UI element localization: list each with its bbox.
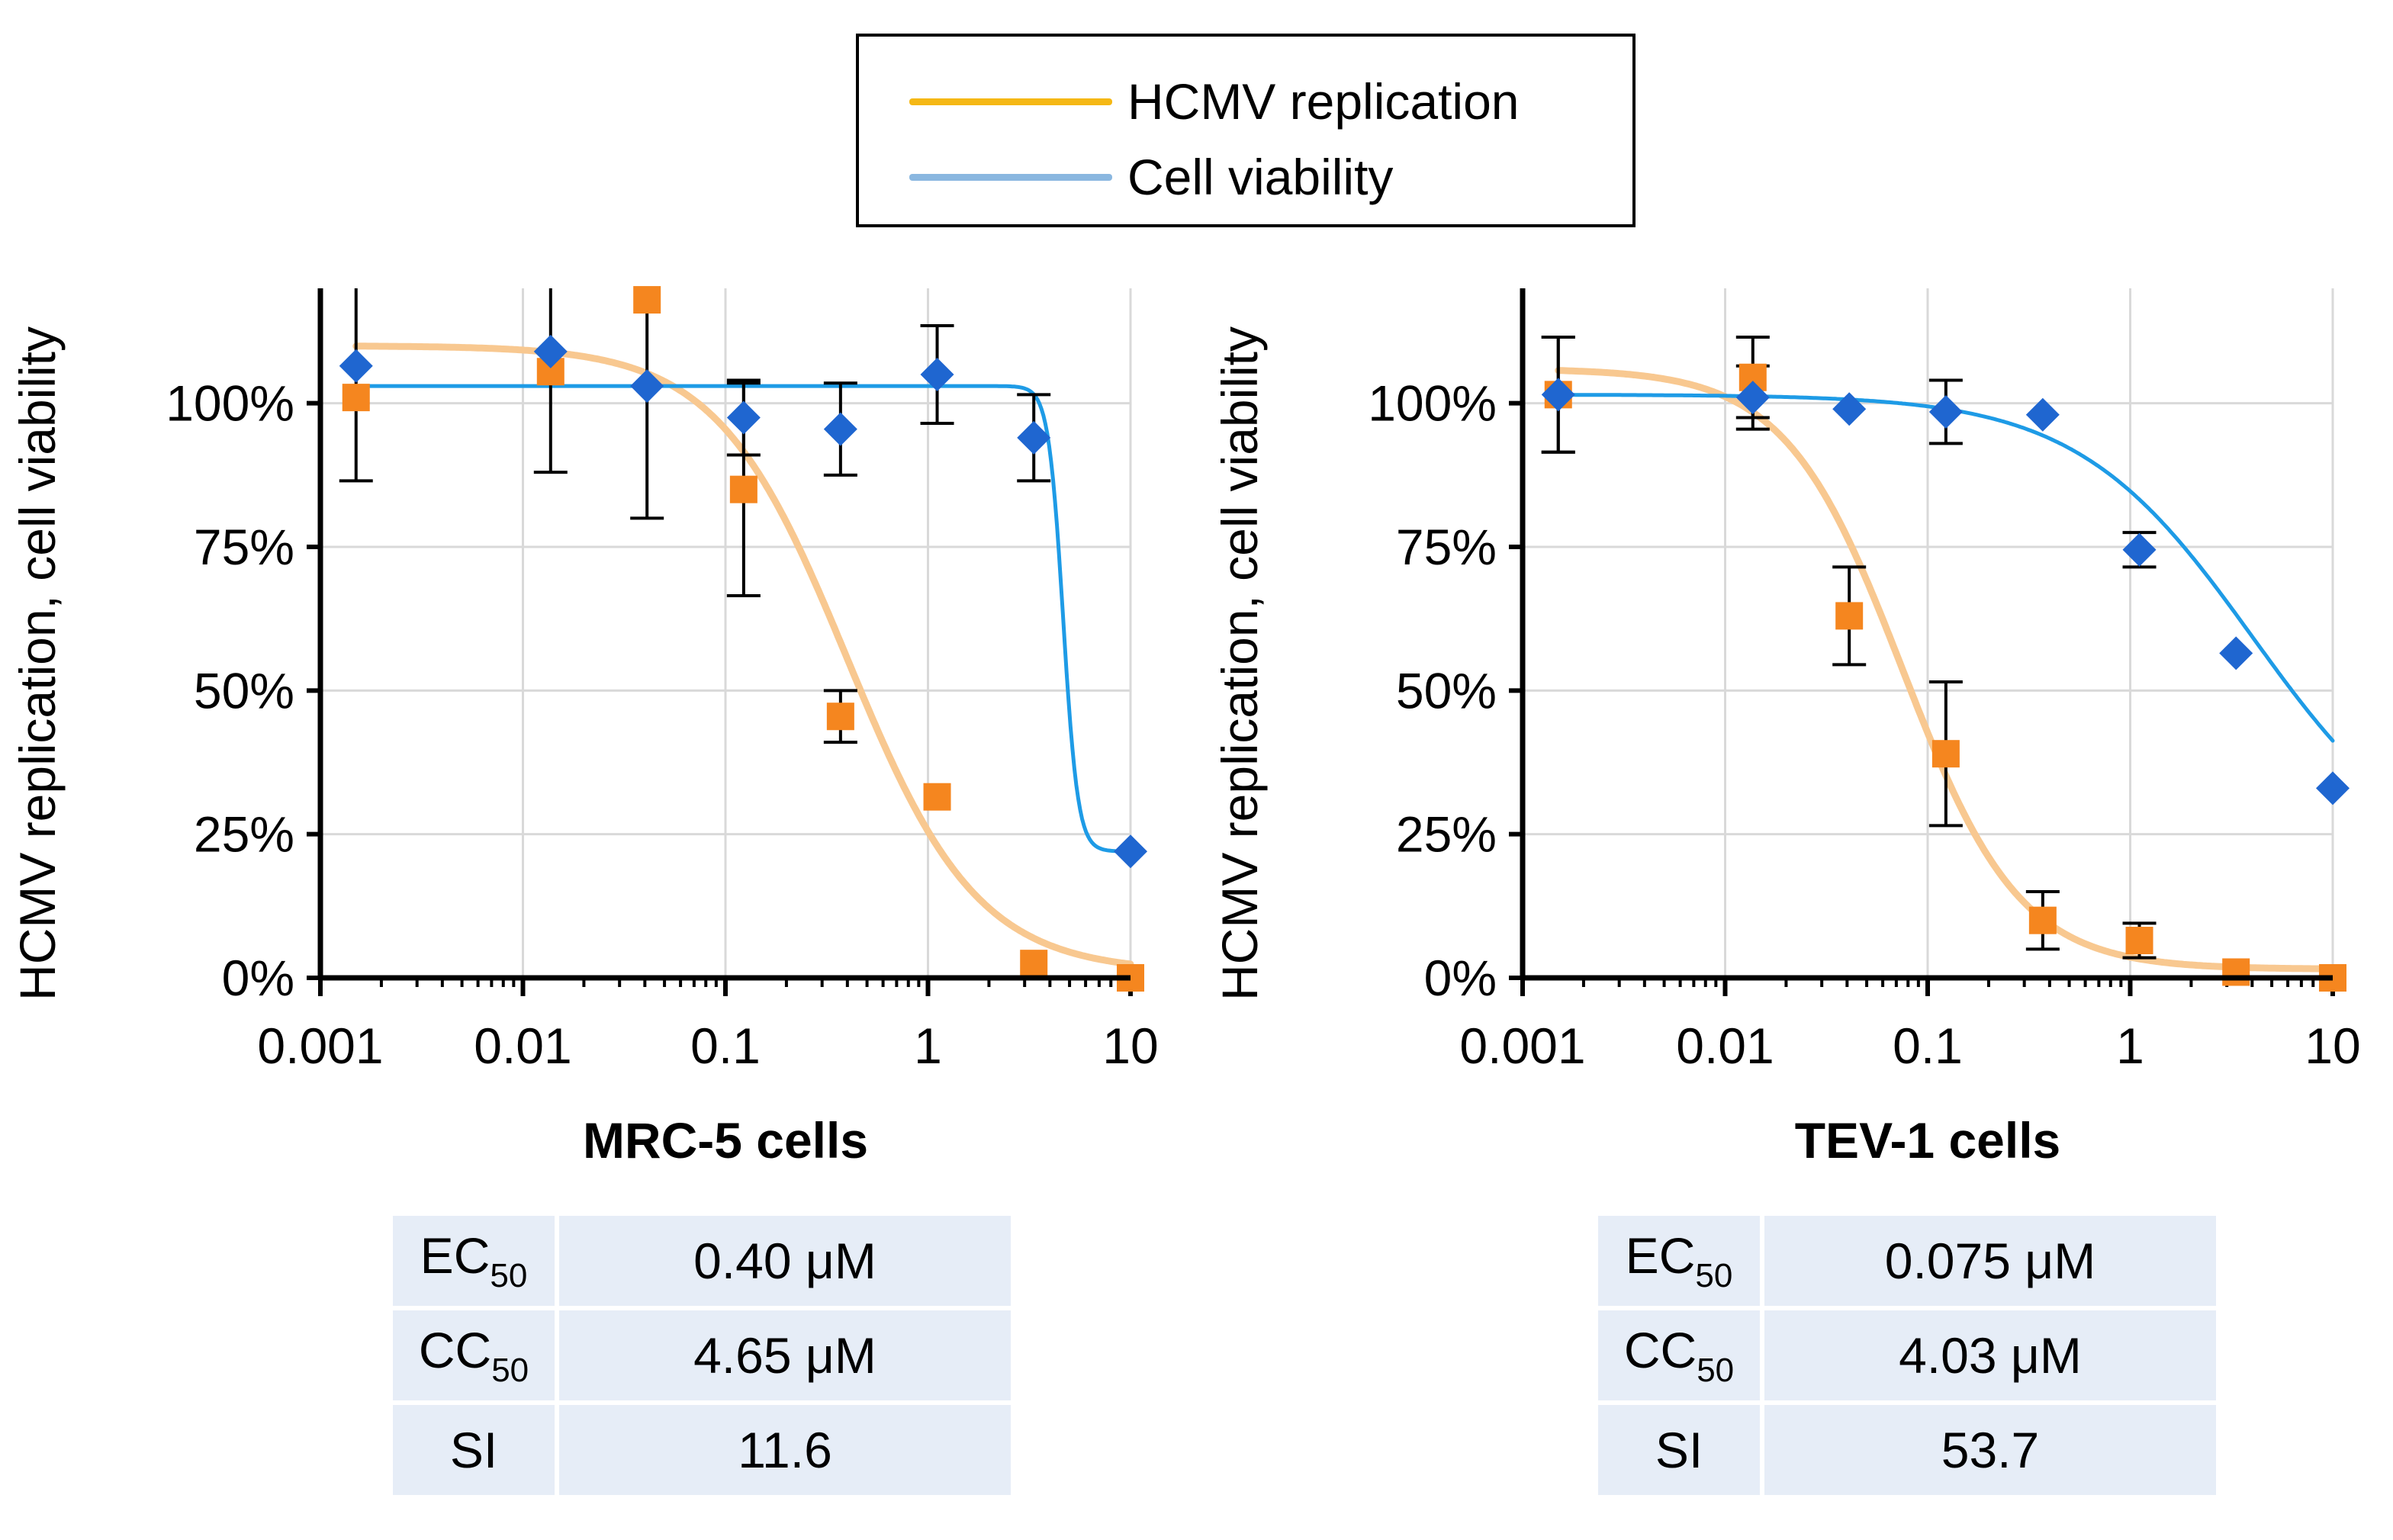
y-tick-label: 25% xyxy=(1396,806,1497,863)
x-axis-label: TEV-1 cells xyxy=(1795,1112,2061,1169)
marker-viability xyxy=(630,369,664,403)
table-row: EC50 0.075 μM xyxy=(1598,1216,2216,1306)
chart-1: 0% 25% 50% 75% 100% 0.001 0.01 0.1 1 10 TEV-1 cell… xyxy=(1211,288,2361,1169)
marker-replication xyxy=(826,702,854,731)
x-tick-label: 0.001 xyxy=(257,1018,383,1074)
table-key-cc50: CC50 xyxy=(1598,1310,1760,1400)
x-tick-label: 10 xyxy=(2305,1018,2360,1074)
marker-viability xyxy=(2122,532,2157,567)
y-tick-label: 25% xyxy=(194,806,294,863)
marker-replication xyxy=(2222,958,2250,986)
fit-curve-replication xyxy=(1555,367,2337,973)
x-tick-label: 0.1 xyxy=(690,1018,761,1074)
x-tick-label: 0.001 xyxy=(1459,1018,1585,1074)
marker-viability xyxy=(1928,394,1963,429)
legend-label-viability: Cell viability xyxy=(1127,149,1394,205)
y-axis-label: HCMV replication, cell viability xyxy=(1211,326,1268,1001)
y-tick-label: 0% xyxy=(1424,950,1497,1006)
table-key-ec50: EC50 xyxy=(1598,1216,1760,1306)
marker-replication xyxy=(1931,740,1960,768)
marker-viability xyxy=(823,412,857,446)
x-axis-label: MRC-5 cells xyxy=(583,1112,868,1169)
y-tick-label: 50% xyxy=(194,662,294,719)
table-row: SI 53.7 xyxy=(1598,1405,2216,1495)
summary-table-mrc5: EC50 0.40 μM CC50 4.65 μM SI 11.6 xyxy=(388,1211,1015,1500)
y-axis-label: HCMV replication, cell viability xyxy=(9,326,66,1001)
table-key-ec50: EC50 xyxy=(393,1216,555,1306)
marker-viability xyxy=(1832,392,1867,426)
table-row: SI 11.6 xyxy=(393,1405,1011,1495)
table-value-si: 11.6 xyxy=(559,1405,1011,1495)
marker-viability xyxy=(2219,636,2253,670)
y-tick-label: 0% xyxy=(222,950,294,1006)
marker-viability xyxy=(2316,771,2350,805)
table-key-cc50: CC50 xyxy=(393,1310,555,1400)
table-row: CC50 4.65 μM xyxy=(393,1310,1011,1400)
marker-replication xyxy=(342,384,370,412)
x-tick-label: 0.1 xyxy=(1893,1018,1963,1074)
table-value-cc50: 4.03 μM xyxy=(1764,1310,2216,1400)
y-tick-label: 75% xyxy=(1396,519,1497,575)
marker-replication xyxy=(2125,927,2153,955)
chart-0: 0% 25% 50% 75% 100% 0.001 0.01 0.1 1 10 MRC-5 cell… xyxy=(9,286,1159,1169)
table-row: CC50 4.03 μM xyxy=(1598,1310,2216,1400)
y-tick-label: 100% xyxy=(166,375,294,432)
legend-label-replication: HCMV replication xyxy=(1127,73,1520,130)
marker-viability xyxy=(1541,378,1575,412)
table-value-ec50: 0.075 μM xyxy=(1764,1216,2216,1306)
summary-table-tev1: EC50 0.075 μM CC50 4.03 μM SI 53.7 xyxy=(1594,1211,2221,1500)
marker-replication xyxy=(2028,906,2057,934)
x-tick-label: 0.01 xyxy=(474,1018,571,1074)
marker-viability xyxy=(1735,381,1770,415)
y-tick-label: 75% xyxy=(194,519,294,575)
marker-replication xyxy=(923,783,951,811)
table-value-si: 53.7 xyxy=(1764,1405,2216,1495)
marker-viability xyxy=(1017,420,1051,455)
marker-viability xyxy=(726,400,761,435)
y-tick-label: 50% xyxy=(1396,662,1497,719)
marker-viability xyxy=(920,358,954,391)
legend: HCMV replication Cell viability xyxy=(856,34,1636,227)
marker-replication xyxy=(729,475,757,503)
x-tick-label: 10 xyxy=(1102,1018,1158,1074)
table-key-si: SI xyxy=(393,1405,555,1495)
table-key-si: SI xyxy=(1598,1405,1760,1495)
marker-viability xyxy=(533,334,568,368)
table-row: EC50 0.40 μM xyxy=(393,1216,1011,1306)
marker-replication xyxy=(1020,950,1048,978)
marker-viability xyxy=(1114,834,1147,869)
marker-viability xyxy=(2025,397,2060,432)
y-tick-label: 100% xyxy=(1368,375,1497,432)
x-tick-label: 1 xyxy=(914,1018,942,1074)
x-tick-label: 1 xyxy=(2116,1018,2144,1074)
table-value-cc50: 4.65 μM xyxy=(559,1310,1011,1400)
legend-swatch-viability xyxy=(909,173,1112,181)
legend-swatch-replication xyxy=(909,98,1112,105)
marker-viability xyxy=(339,349,373,383)
marker-replication xyxy=(1835,602,1864,630)
table-value-ec50: 0.40 μM xyxy=(559,1216,1011,1306)
x-tick-label: 0.01 xyxy=(1676,1018,1774,1074)
marker-replication xyxy=(633,286,661,314)
